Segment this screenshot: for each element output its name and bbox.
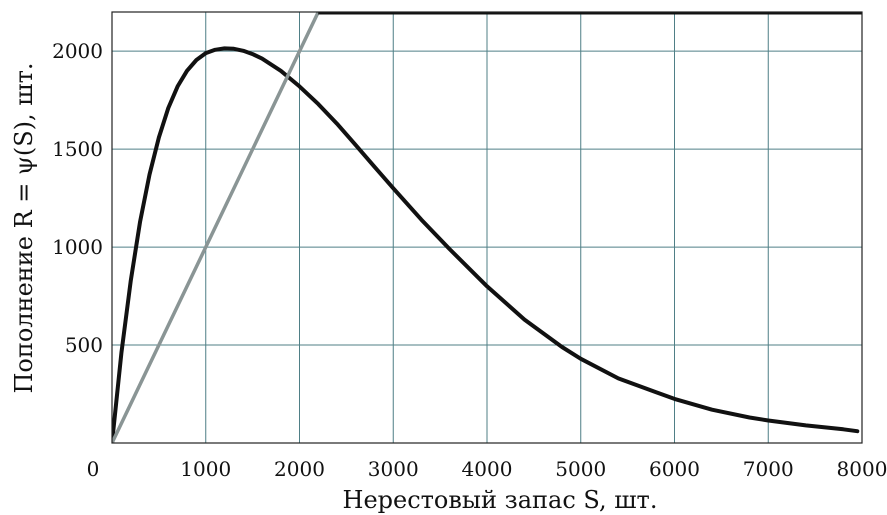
x-tick-labels: 1000 2000 3000 4000 5000 6000 7000 8000: [180, 457, 887, 481]
grid: [112, 12, 862, 443]
y-tick-label: 500: [65, 333, 103, 357]
x-tick-label: 7000: [743, 457, 794, 481]
y-tick-labels: 500 1000 1500 2000: [52, 39, 103, 357]
x-tick-label: 3000: [368, 457, 419, 481]
replacement-line: [112, 12, 321, 443]
recruitment-curve: [112, 46, 860, 443]
x-tick-label: 6000: [649, 457, 700, 481]
y-tick-label: 1000: [52, 235, 103, 259]
x-tick-label: 1000: [180, 457, 231, 481]
y-tick-label: 2000: [52, 39, 103, 63]
y-axis-title: Пополнение R = ψ(S), шт.: [10, 63, 38, 394]
y-tick-label: 1500: [52, 137, 103, 161]
x-tick-label: 2000: [274, 457, 325, 481]
origin-label: 0: [87, 457, 100, 481]
x-tick-label: 5000: [555, 457, 606, 481]
x-tick-label: 4000: [462, 457, 513, 481]
x-tick-label: 8000: [837, 457, 887, 481]
x-axis-title: Нерестовый запас S, шт.: [343, 486, 658, 514]
plot-frame: [111, 11, 863, 444]
series-layer: [112, 12, 862, 443]
